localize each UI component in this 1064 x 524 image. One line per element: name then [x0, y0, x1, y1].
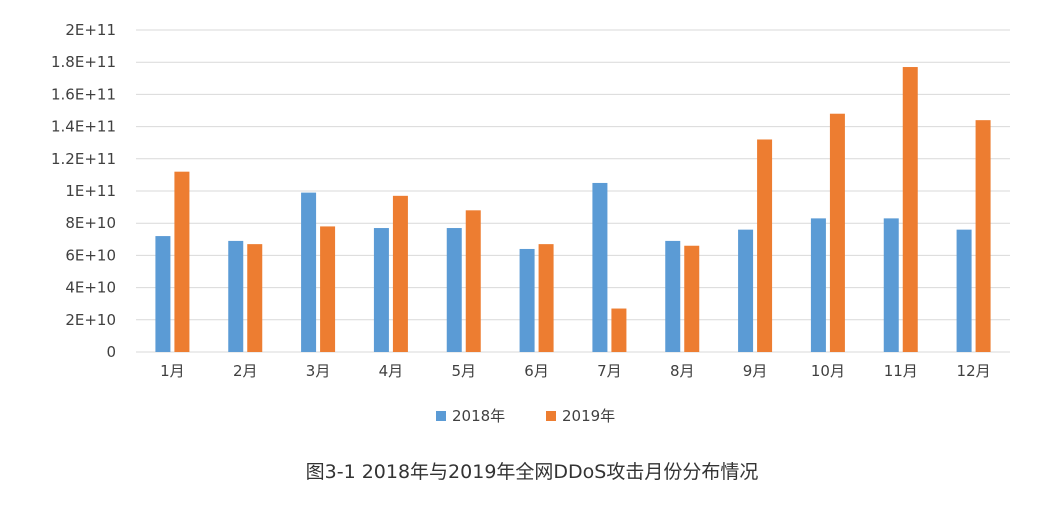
bar-2019年-12月	[975, 120, 991, 352]
y-tick-label: 2E+10	[65, 311, 116, 329]
bar-2019年-7月	[611, 308, 627, 352]
figure-caption: 图3-1 2018年与2019年全网DDoS攻击月份分布情况	[306, 461, 759, 483]
y-tick-label: 2E+11	[65, 21, 116, 39]
bar-2018年-7月	[592, 182, 608, 352]
bar-2019年-6月	[538, 244, 554, 352]
bars	[155, 67, 991, 352]
x-tick-label: 8月	[670, 362, 695, 380]
x-tick-label: 10月	[811, 362, 845, 380]
y-tick-label: 1.4E+11	[51, 118, 116, 136]
bar-2019年-11月	[902, 67, 918, 352]
x-tick-label: 11月	[884, 362, 918, 380]
bar-2019年-2月	[247, 244, 263, 352]
x-tick-label: 7月	[597, 362, 622, 380]
bar-2019年-5月	[465, 210, 481, 352]
bar-2019年-3月	[320, 226, 336, 352]
bar-2018年-10月	[810, 218, 826, 352]
y-tick-label: 0	[106, 343, 116, 361]
y-tick-label: 1.6E+11	[51, 85, 116, 103]
legend-label: 2019年	[562, 407, 615, 425]
x-tick-label: 9月	[743, 362, 768, 380]
bar-2018年-12月	[956, 229, 972, 352]
bar-2018年-11月	[883, 218, 899, 352]
y-tick-label: 1.8E+11	[51, 53, 116, 71]
y-axis: 0 2E+10 4E+10 6E+10 8E+10 1E+11 1.2E+11 1.4E+11…	[51, 21, 116, 361]
bar-2018年-5月	[446, 228, 462, 352]
bar-2018年-1月	[155, 236, 171, 352]
bar-2019年-4月	[392, 195, 408, 352]
x-axis: 1月 2月 3月 4月 5月 6月 7月 8月 9月 10月 11月 12月	[160, 362, 990, 380]
y-tick-label: 1.2E+11	[51, 150, 116, 168]
bar-2018年-8月	[665, 240, 681, 352]
gridlines	[136, 29, 1010, 353]
y-tick-label: 8E+10	[65, 214, 116, 232]
bar-2019年-10月	[829, 113, 845, 352]
y-tick-label: 6E+10	[65, 246, 116, 264]
x-tick-label: 5月	[451, 362, 476, 380]
x-tick-label: 12月	[957, 362, 991, 380]
x-tick-label: 4月	[379, 362, 404, 380]
bar-2019年-1月	[174, 171, 190, 352]
x-tick-label: 3月	[306, 362, 331, 380]
y-tick-label: 1E+11	[65, 182, 116, 200]
x-tick-label: 1月	[160, 362, 185, 380]
bar-2018年-4月	[373, 228, 389, 352]
bar-2018年-6月	[519, 248, 535, 352]
bar-2019年-8月	[684, 245, 700, 352]
bar-2018年-2月	[228, 240, 244, 352]
bar-2018年-3月	[301, 192, 317, 352]
bar-2018年-9月	[738, 229, 754, 352]
legend-swatch	[436, 411, 446, 421]
y-tick-label: 4E+10	[65, 279, 116, 297]
legend-swatch	[546, 411, 556, 421]
x-tick-label: 2月	[233, 362, 258, 380]
legend: 2018年 2019年	[436, 407, 615, 425]
bar-2019年-9月	[757, 139, 773, 352]
x-tick-label: 6月	[524, 362, 549, 380]
legend-label: 2018年	[452, 407, 505, 425]
